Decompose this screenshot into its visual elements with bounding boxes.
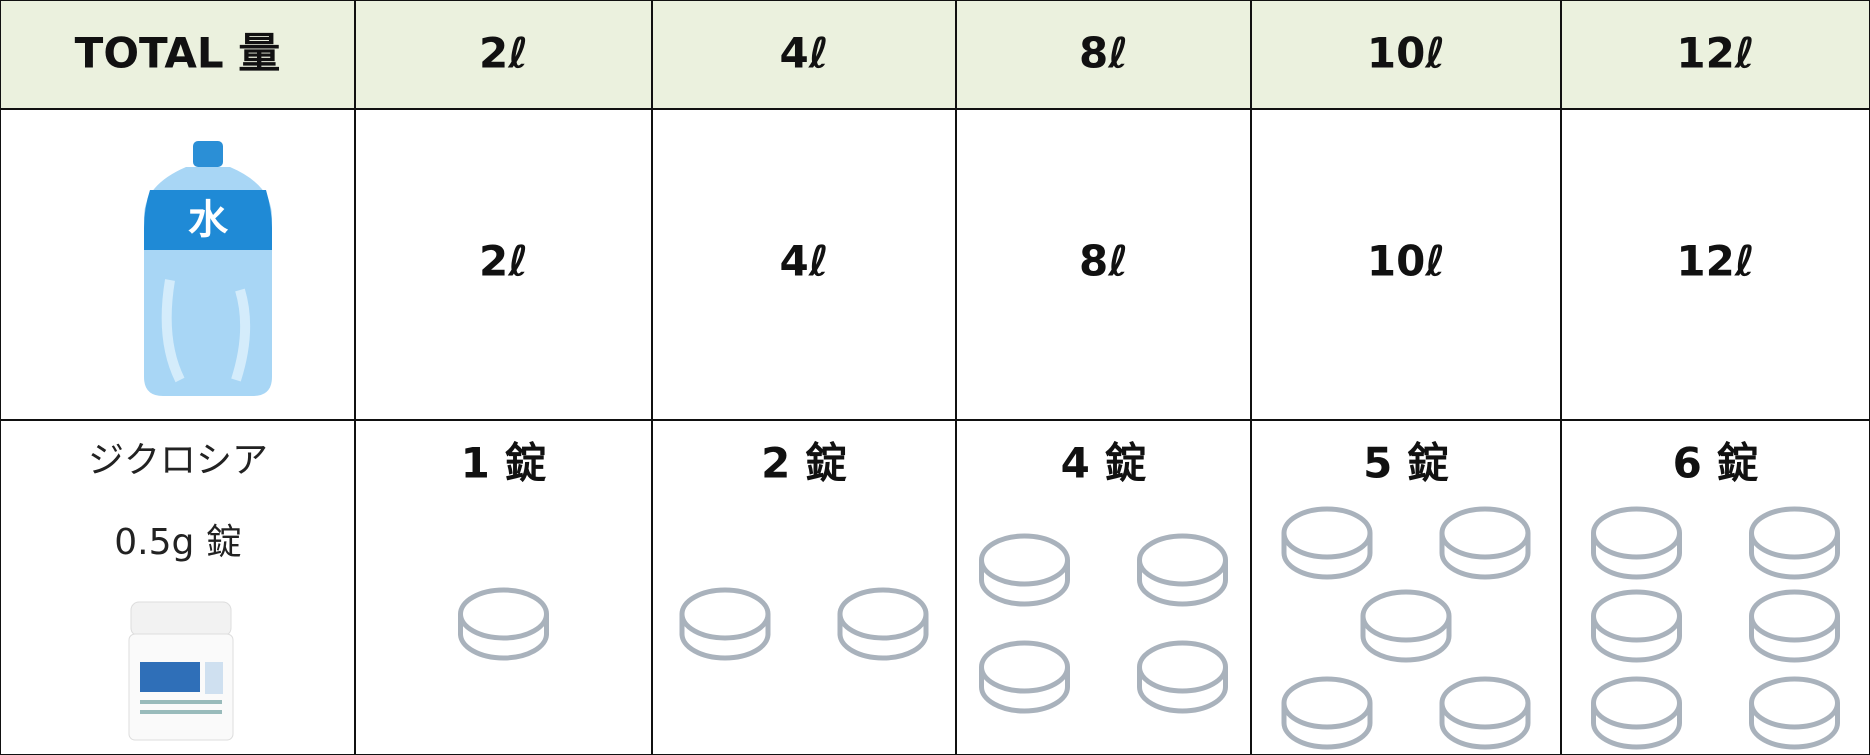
tablet-icon <box>1591 506 1682 580</box>
medicine-label: ジクロシア <box>88 440 268 481</box>
tablet-icon <box>837 587 929 661</box>
tablet-top <box>1749 676 1840 730</box>
medicine-jar-icon <box>128 601 234 741</box>
medicine-label: 0.5g 錠 <box>114 522 242 563</box>
tablet-top <box>1137 640 1228 694</box>
water-amount: 8ℓ <box>1079 237 1128 286</box>
tablet-icon <box>1749 676 1840 750</box>
water-amount: 2ℓ <box>479 237 528 286</box>
tablet-top <box>1439 506 1531 560</box>
tablet-icon <box>1281 506 1373 580</box>
tablet-top <box>979 533 1070 587</box>
water-amount: 10ℓ <box>1367 237 1445 286</box>
tablet-top <box>1439 676 1531 730</box>
header-cell: 8ℓ <box>1079 29 1128 78</box>
tablet-icon <box>979 533 1070 607</box>
tablet-icon <box>1749 506 1840 580</box>
water-amount: 4ℓ <box>779 237 828 286</box>
tablet-icon <box>1591 589 1682 663</box>
tablet-icon <box>1749 589 1840 663</box>
tablet-top <box>1360 589 1452 643</box>
tablet-icon <box>679 587 771 661</box>
water-bottle-icon: 水 <box>144 141 272 396</box>
tablet-top <box>1749 589 1840 643</box>
header-cell: 4ℓ <box>779 29 828 78</box>
tablet-count: 2 錠 <box>761 439 847 488</box>
tablet-top <box>458 587 549 641</box>
tablet-count: 5 錠 <box>1363 439 1449 488</box>
tablet-top <box>1281 676 1373 730</box>
header-cell: 2ℓ <box>479 29 528 78</box>
tablet-icon <box>979 640 1070 714</box>
tablet-icon <box>1281 676 1373 750</box>
tablet-top <box>1137 533 1228 587</box>
tablet-icon <box>1137 533 1228 607</box>
tablet-count: 4 錠 <box>1061 439 1147 488</box>
tablet-icon <box>1591 676 1682 750</box>
header-cell: 12ℓ <box>1676 29 1754 78</box>
tablet-icon <box>1137 640 1228 714</box>
header-cell: 10ℓ <box>1367 29 1445 78</box>
tablet-top <box>1749 506 1840 560</box>
tablet-top <box>1591 589 1682 643</box>
tablet-top <box>1591 676 1682 730</box>
tablet-top <box>1281 506 1373 560</box>
tablet-icon <box>1439 676 1531 750</box>
tablet-count: 1 錠 <box>461 439 547 488</box>
tablet-top <box>979 640 1070 694</box>
header-background <box>0 0 1870 109</box>
tablet-count: 6 錠 <box>1673 439 1759 488</box>
tablet-top <box>837 587 929 641</box>
tablet-icon <box>458 587 549 661</box>
bottle-label: 水 <box>188 197 229 243</box>
tablet-top <box>1591 506 1682 560</box>
water-amount: 12ℓ <box>1676 237 1754 286</box>
header-cell: TOTAL 量 <box>75 29 281 78</box>
tablet-icon <box>1439 506 1531 580</box>
tablet-icon <box>1360 589 1452 663</box>
tablet-top <box>679 587 771 641</box>
